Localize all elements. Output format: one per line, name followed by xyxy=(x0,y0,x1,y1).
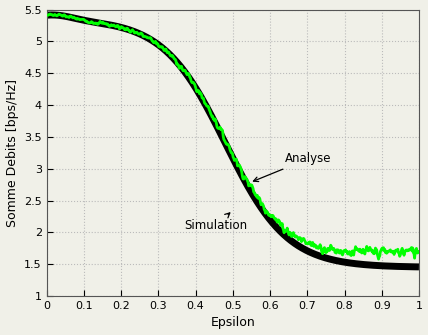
Text: Simulation: Simulation xyxy=(184,213,247,232)
Text: Analyse: Analyse xyxy=(253,152,331,182)
Y-axis label: Somme Debits [bps/Hz]: Somme Debits [bps/Hz] xyxy=(6,79,18,227)
X-axis label: Epsilon: Epsilon xyxy=(211,317,255,329)
